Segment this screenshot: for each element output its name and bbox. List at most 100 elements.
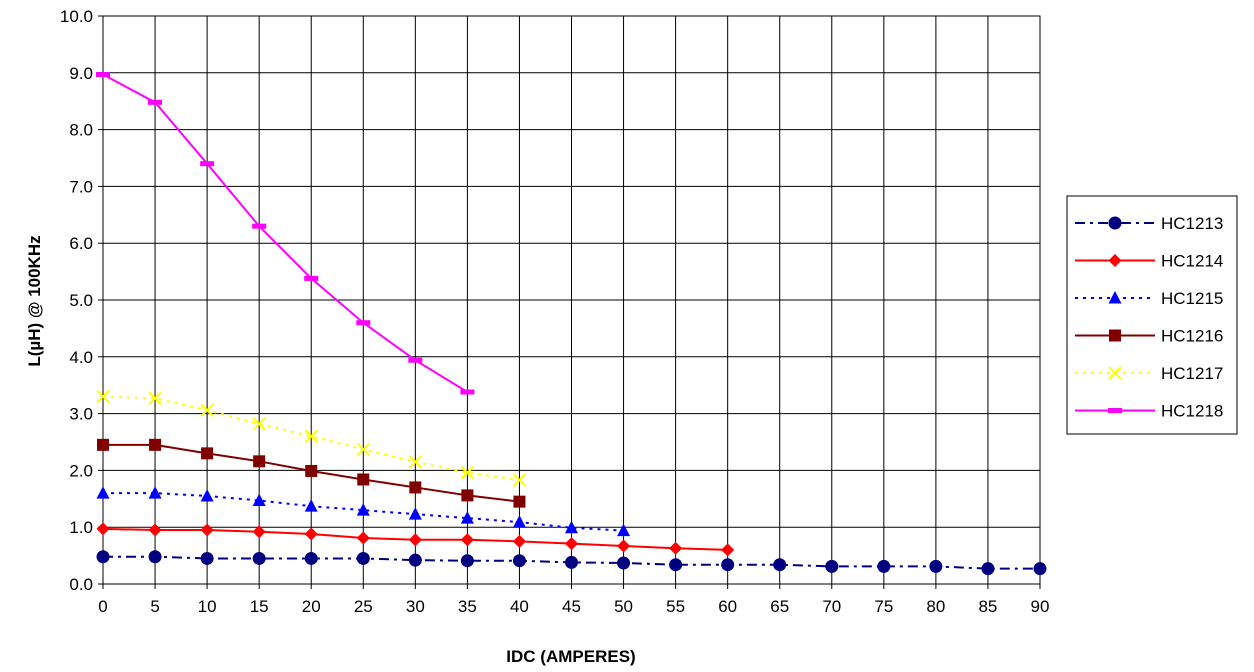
y-tick-label: 6.0 [69,234,93,253]
data-point [669,558,683,572]
legend-item: HC1216 [1075,327,1223,346]
legend-item: HC1218 [1075,402,1223,421]
data-point [252,551,266,565]
y-axis-title: L(µH) @ 100KHz [25,235,44,366]
legend-label: HC1216 [1161,327,1223,346]
data-point [460,389,475,395]
data-point [200,161,215,167]
series-hc1215 [96,486,631,537]
data-point [408,533,422,547]
data-point [201,447,214,460]
data-point [565,555,578,569]
legend-marker [1108,408,1122,413]
data-point [200,403,214,417]
data-point [408,553,422,567]
x-tick-label: 25 [354,597,373,616]
plot-border [102,15,1041,585]
y-tick-label: 9.0 [69,64,93,83]
data-point [200,488,214,502]
x-tick-label: 10 [198,597,217,616]
data-point [304,499,318,512]
data-point [512,515,526,528]
data-point [304,429,318,444]
data-point [148,523,162,537]
data-point [460,511,474,524]
data-point [253,455,266,468]
data-point [408,507,422,520]
data-point [200,551,214,565]
data-point [252,493,266,507]
series-hc1213 [96,550,1047,576]
data-point [513,495,526,508]
legend-marker [1109,329,1121,342]
data-point [512,473,527,487]
data-point [304,275,319,281]
x-tick-label: 45 [562,597,581,616]
data-point [669,541,683,555]
x-tick-label: 50 [614,597,633,616]
data-point [357,473,370,486]
data-point [981,562,995,576]
data-point [721,558,735,572]
legend-marker [1108,291,1122,304]
x-tick-label: 5 [150,597,159,616]
data-point [96,486,110,499]
legend-label: HC1215 [1161,289,1223,308]
x-tick-label: 30 [406,597,425,616]
x-tick-label: 55 [666,597,685,616]
data-point [460,465,475,480]
x-tick-label: 20 [302,597,321,616]
data-point [97,438,109,451]
x-tick-label: 40 [510,597,529,616]
x-tick-label: 15 [250,597,269,616]
data-point [356,442,370,457]
legend-marker [1108,366,1122,380]
data-point [252,525,266,539]
data-point [1033,562,1047,576]
y-tick-label: 3.0 [69,405,93,424]
data-point [96,72,110,78]
series-hc1216 [97,438,526,508]
y-tick-label: 7.0 [69,177,93,196]
data-point [512,554,526,568]
y-tick-label: 10.0 [60,7,93,26]
x-tick-label: 90 [1031,597,1050,616]
data-point [148,550,162,564]
legend-item: HC1214 [1075,252,1223,271]
data-point [929,559,943,573]
data-point [565,520,578,534]
x-tick-label: 65 [770,597,789,616]
series-layer [96,72,1047,576]
data-point [617,539,631,553]
legend-box [1066,195,1238,435]
data-point [721,543,735,557]
axes: 0 5 10 15 20 25 30 35 40 45 50 55 60 65 70 75 80 85 90 0.0 1… [60,7,1050,616]
legend-item: HC1215 [1075,289,1223,308]
legend: HC1213 HC1214 HC1215 HC1216 HC1217 HC1218 [1066,195,1238,435]
series-line [102,73,468,393]
x-tick-label: 0 [98,597,107,616]
data-point [96,550,110,564]
gridlines [102,15,1041,585]
y-tick-label: 5.0 [69,291,93,310]
data-point [96,389,110,404]
data-point [356,531,370,545]
x-tick-label: 60 [718,597,737,616]
data-point [148,486,162,499]
y-tick-label: 1.0 [69,518,93,537]
data-point [512,534,526,548]
legend-item: HC1217 [1075,364,1223,383]
y-tick-label: 2.0 [69,461,93,480]
x-axis-title: IDC (AMPERES) [506,647,635,666]
data-point [460,554,474,568]
data-point [149,438,162,451]
data-point [305,464,318,477]
data-point [565,537,578,551]
legend-marker [1108,254,1122,267]
data-point [408,357,423,363]
data-point [617,523,631,537]
data-point [461,489,474,502]
data-point [460,533,474,547]
